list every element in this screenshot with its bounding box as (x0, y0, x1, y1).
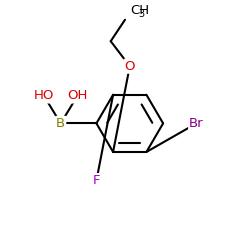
Text: Br: Br (189, 117, 204, 130)
Text: HO: HO (34, 90, 54, 102)
Text: O: O (124, 60, 135, 73)
Text: F: F (93, 174, 100, 187)
Text: 3: 3 (138, 9, 144, 19)
Text: CH: CH (130, 4, 149, 18)
Text: OH: OH (67, 90, 87, 102)
Text: B: B (56, 117, 65, 130)
